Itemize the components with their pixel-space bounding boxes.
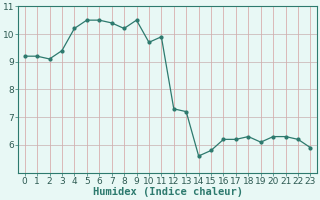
X-axis label: Humidex (Indice chaleur): Humidex (Indice chaleur) [92, 187, 243, 197]
